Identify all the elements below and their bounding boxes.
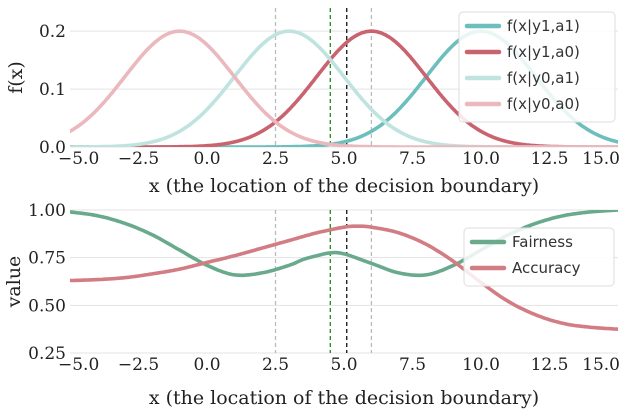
x-tick-label: −2.5 — [118, 355, 159, 375]
x-tick-label: 0.0 — [193, 355, 220, 375]
legend-box — [458, 11, 616, 123]
legend: f(x|y1,a1) f(x|y1,a0) f(x|y0,a1) f(x|y0,a0) — [458, 11, 616, 123]
y-tick-label: 0.75 — [28, 249, 66, 269]
y-tick-label: 1.00 — [28, 201, 66, 221]
x-axis-label: x (the location of the decision boundary… — [149, 387, 539, 409]
y-tick-label: 0.1 — [39, 80, 66, 100]
legend-label: f(x|y0,a1) — [507, 69, 580, 87]
x-tick-label: 15.0 — [582, 149, 620, 169]
y-axis-label: value — [3, 256, 25, 309]
legend-label: f(x|y0,a0) — [507, 95, 580, 113]
x-tick-label: 12.5 — [531, 149, 569, 169]
y-tick-label: 0.2 — [39, 22, 66, 42]
series-line-accuracy — [70, 224, 618, 331]
legend-label: f(x|y1,a1) — [507, 17, 580, 35]
x-tick-label: −2.5 — [118, 149, 159, 169]
x-tick-label: 0.0 — [193, 149, 220, 169]
series-line-f-x-y1-a0 — [70, 29, 618, 147]
series-line-f-x-y0-a1 — [70, 29, 618, 147]
legend-label: f(x|y1,a0) — [507, 43, 580, 61]
chart-panel-1: −5.0 −2.5 0.0 2.5 5.0 7.5 10.0 12.5 15.0 0.0 0.1 0.… — [5, 8, 620, 197]
x-tick-label: −5.0 — [58, 355, 99, 375]
y-tick-label: 0.0 — [39, 138, 66, 158]
x-tick-label: 2.5 — [262, 149, 289, 169]
x-tick-label: 15.0 — [582, 355, 620, 375]
x-tick-label: 5.0 — [330, 355, 357, 375]
x-tick-label: −5.0 — [58, 149, 99, 169]
y-tick-label: 0.25 — [28, 344, 66, 364]
legend-label: Accuracy — [512, 259, 581, 277]
x-tick-label: 2.5 — [262, 355, 289, 375]
x-tick-label: 10.0 — [462, 149, 500, 169]
x-tick-label: 5.0 — [330, 149, 357, 169]
x-tick-label: 7.5 — [399, 355, 426, 375]
x-axis-label: x (the location of the decision boundary… — [149, 175, 539, 197]
x-tick-label: 12.5 — [531, 355, 569, 375]
chart-panel-2: −5.0 −2.5 0.0 2.5 5.0 7.5 10.0 12.5 15.0 0.25 0.50… — [3, 201, 620, 409]
x-tick-label: 7.5 — [399, 149, 426, 169]
series-line-f-x-y0-a0 — [70, 29, 618, 147]
legend-label: Fairness — [512, 233, 573, 251]
y-tick-label: 0.50 — [28, 296, 66, 316]
x-tick-label: 10.0 — [462, 355, 500, 375]
legend: Fairness Accuracy — [463, 227, 615, 287]
y-axis-label: f(x) — [5, 61, 27, 94]
